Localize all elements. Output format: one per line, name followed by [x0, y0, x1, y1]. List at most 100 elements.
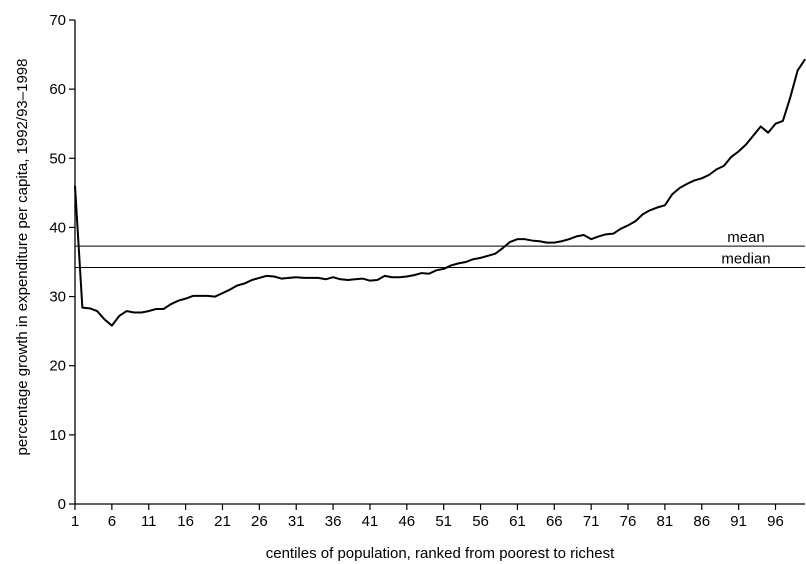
data-point: [302, 277, 305, 279]
data-point: [443, 268, 445, 270]
data-point: [730, 156, 732, 158]
y-tick-label: 70: [49, 12, 66, 29]
data-point: [177, 300, 179, 302]
data-point: [258, 277, 260, 279]
data-point: [649, 209, 651, 211]
data-point: [376, 279, 378, 281]
data-point: [325, 278, 327, 280]
data-point: [280, 277, 283, 280]
x-tick-label: 76: [620, 513, 637, 530]
data-point: [310, 277, 312, 279]
y-tick-label: 50: [49, 150, 66, 167]
data-point: [804, 58, 806, 61]
data-point: [531, 239, 533, 242]
x-tick-label: 61: [509, 513, 526, 530]
x-tick-label: 6: [108, 513, 116, 530]
data-point: [243, 282, 246, 285]
data-point: [708, 174, 710, 176]
data-point: [354, 278, 356, 280]
data-point: [369, 280, 371, 282]
data-point: [207, 295, 209, 297]
data-point: [671, 193, 673, 195]
y-tick-label: 60: [49, 81, 66, 98]
data-point: [111, 325, 113, 327]
data-point: [774, 123, 777, 125]
data-point: [465, 261, 467, 263]
data-point: [745, 143, 747, 146]
data-point: [192, 295, 194, 297]
data-point: [516, 238, 519, 240]
data-point: [406, 275, 408, 278]
data-point: [251, 279, 253, 281]
data-point: [656, 206, 659, 208]
x-tick-label: 56: [472, 513, 489, 530]
x-axis-title: centiles of population, ranked from poor…: [266, 545, 615, 562]
data-point: [738, 150, 740, 152]
data-point: [332, 276, 334, 278]
data-point: [524, 238, 526, 240]
data-point: [221, 292, 224, 294]
y-axis-title: percentage growth in expenditure per cap…: [14, 59, 31, 456]
y-tick-label: 40: [49, 219, 66, 236]
x-tick-label: 26: [251, 513, 268, 530]
data-point: [679, 187, 681, 189]
data-point: [575, 235, 578, 238]
x-tick-label: 36: [325, 513, 342, 530]
data-point: [634, 220, 637, 222]
data-point: [185, 298, 187, 300]
x-tick-label: 91: [730, 513, 747, 530]
data-point: [148, 310, 150, 312]
y-tick-label: 0: [58, 496, 66, 513]
data-point: [81, 307, 83, 309]
data-point: [627, 224, 629, 226]
data-point: [561, 240, 563, 242]
axes: [74, 20, 805, 505]
x-tick-label: 41: [362, 513, 379, 530]
data-point: [229, 289, 231, 291]
x-tick-label: 81: [657, 513, 674, 530]
data-point: [782, 120, 784, 122]
data-point: [420, 272, 423, 274]
data-point: [457, 262, 460, 264]
x-tick-label: 51: [435, 513, 452, 530]
series-group: [74, 58, 806, 327]
data-point: [103, 318, 106, 320]
y-tick-label: 20: [49, 358, 66, 375]
data-point: [450, 264, 452, 267]
data-point: [428, 273, 430, 275]
data-point: [487, 255, 489, 257]
data-point: [642, 213, 644, 215]
data-point: [347, 279, 349, 281]
data-point: [568, 238, 570, 240]
data-point: [89, 307, 91, 309]
data-point: [502, 247, 504, 249]
data-point: [126, 310, 128, 312]
data-point: [797, 69, 799, 72]
reference-label-mean: mean: [727, 229, 765, 246]
data-point: [605, 233, 607, 235]
data-point: [597, 235, 600, 238]
data-point: [693, 179, 695, 182]
x-tick-label: 1: [71, 513, 79, 530]
data-point: [391, 276, 393, 278]
data-point: [546, 242, 548, 244]
data-point: [715, 168, 718, 170]
x-tick-label: 21: [214, 513, 231, 530]
x-tick-label: 71: [583, 513, 600, 530]
data-point: [214, 295, 216, 298]
data-point: [664, 204, 666, 206]
data-point: [199, 295, 201, 297]
data-point: [494, 253, 496, 255]
data-point: [509, 241, 511, 243]
data-point: [538, 240, 541, 242]
data-point: [236, 284, 238, 287]
data-point: [752, 134, 754, 137]
reference-lines: mean median: [75, 229, 805, 269]
x-tick-label: 46: [398, 513, 415, 530]
data-point: [162, 308, 165, 310]
data-point: [435, 269, 437, 271]
data-point: [583, 234, 585, 236]
x-tick-label: 86: [693, 513, 710, 530]
data-point: [288, 277, 290, 279]
